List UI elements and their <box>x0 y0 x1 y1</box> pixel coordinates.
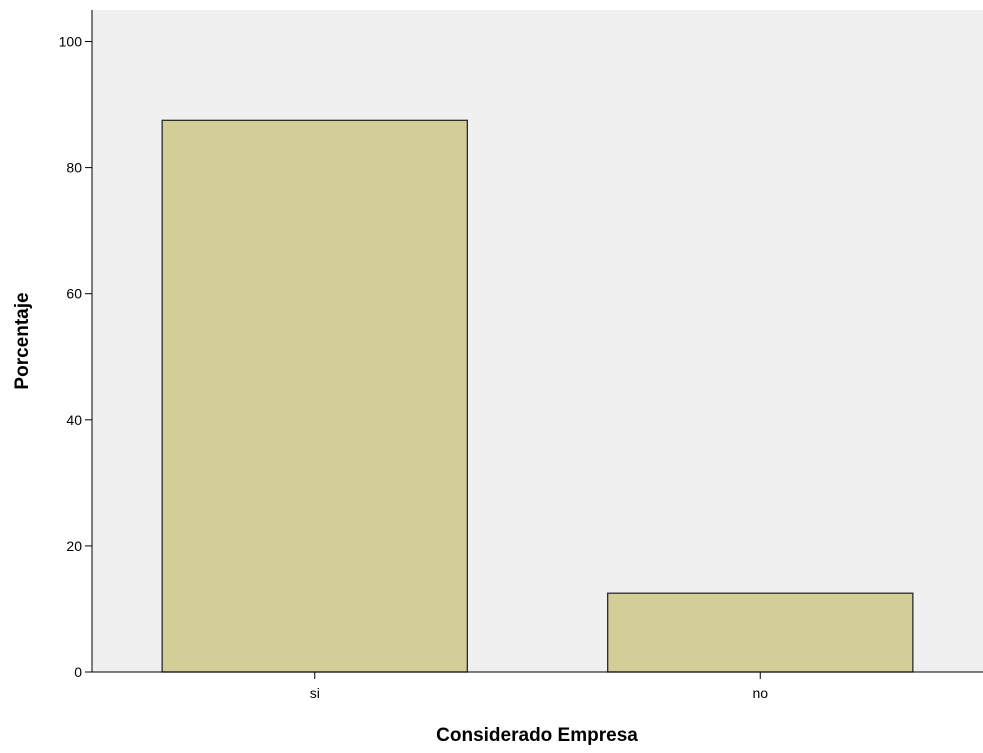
bar-si <box>161 119 468 673</box>
y-axis-title: Porcentaje <box>12 292 33 389</box>
y-axis: 0 20 40 60 80 100 <box>59 10 93 680</box>
y-tick-label: 100 <box>59 34 83 50</box>
x-axis: si no <box>92 671 983 701</box>
y-tick-label: 60 <box>66 286 82 302</box>
bars-group <box>161 119 914 673</box>
x-tick-label-si: si <box>310 685 320 701</box>
bar-no <box>607 592 914 673</box>
y-tick-label: 80 <box>66 160 82 176</box>
x-tick-label-no: no <box>752 685 768 701</box>
y-tick-label: 20 <box>66 538 82 554</box>
x-axis-title: Considerado Empresa <box>436 725 638 746</box>
y-tick-label: 40 <box>66 412 82 428</box>
y-tick-label: 0 <box>74 664 82 680</box>
